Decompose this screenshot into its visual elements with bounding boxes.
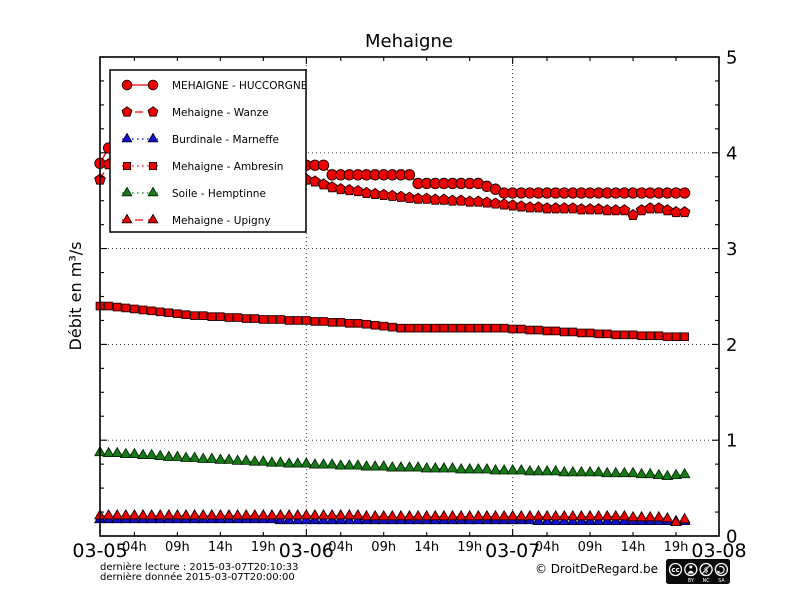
y-tick-label: 2 <box>726 335 737 356</box>
x-hour-label: 04h <box>535 540 560 555</box>
x-hour-label: 09h <box>578 540 603 555</box>
y-tick-label: 3 <box>726 239 737 260</box>
x-hour-label: 19h <box>251 540 276 555</box>
cc-sa-label: SA <box>718 578 725 584</box>
x-day-label: 03-08 <box>691 540 746 562</box>
legend-entry-mehaigne-wanze: Mehaigne - Wanze <box>121 106 269 119</box>
x-day-label: 03-07 <box>485 540 540 562</box>
x-hour-label: 19h <box>664 540 689 555</box>
y-axis-labels: 0 1 2 3 4 5 <box>726 48 737 548</box>
legend-entry-mehaigne-huccorgne: MEHAIGNE - HUCCORGNE <box>121 79 307 92</box>
legend-entry-burdinale-marneffe: Burdinale - Marneffe <box>121 132 279 146</box>
series-soile-hemptinne <box>94 445 691 481</box>
x-hour-label: 04h <box>122 540 147 555</box>
series-mehaigne-ambresin <box>95 301 689 342</box>
last-data-text: dernière donnée 2015-03-07T20:00:00 <box>100 571 295 583</box>
y-axis-title: Débit en m³/s <box>66 242 85 351</box>
y-tick-label: 4 <box>726 143 737 164</box>
x-day-label: 03-06 <box>279 540 334 562</box>
axis-ticks <box>99 56 720 537</box>
x-hour-label: 09h <box>165 540 190 555</box>
chart-title: Mehaigne <box>365 31 453 52</box>
legend-label: Mehaigne - Ambresin <box>172 161 283 173</box>
cc-nc-label: NC <box>703 578 711 584</box>
cc-license-badge: cc $ BY NC SA <box>666 559 730 584</box>
y-tick-label: 5 <box>726 48 737 69</box>
legend: MEHAIGNE - HUCCORGNE Mehaigne - Wanze Burd… <box>109 69 307 233</box>
legend-label: MEHAIGNE - HUCCORGNE <box>172 80 307 92</box>
legend-label: Mehaigne - Wanze <box>172 107 269 119</box>
x-day-label: 03-05 <box>72 540 127 562</box>
legend-label: Burdinale - Marneffe <box>172 134 279 146</box>
x-hour-label: 09h <box>371 540 396 555</box>
cc-sa-arrow-icon <box>714 562 729 577</box>
legend-entry-mehaigne-ambresin: Mehaigne - Ambresin <box>122 161 283 173</box>
cc-by-person-icon <box>684 562 698 577</box>
x-axis-labels: 03-05 03-06 03-07 03-08 04h 09h 14h 19h 04h 09h 14… <box>72 540 746 562</box>
cc-nc-dollar-icon: $ <box>699 562 713 577</box>
copyright-text: © DroitDeRegard.be <box>535 562 658 576</box>
x-hour-label: 14h <box>621 540 646 555</box>
x-hour-label: 19h <box>457 540 482 555</box>
series-mehaigne-upigny <box>94 508 691 527</box>
legend-entry-soile-hemptinne: Soile - Hemptinne <box>121 186 266 200</box>
cc-by-label: BY <box>688 578 694 584</box>
legend-entry-mehaigne-upigny: Mehaigne - Upigny <box>121 213 271 227</box>
legend-label: Soile - Hemptinne <box>172 188 266 200</box>
y-tick-label: 0 <box>726 527 737 548</box>
legend-label: Mehaigne - Upigny <box>172 215 271 227</box>
x-hour-label: 04h <box>328 540 353 555</box>
x-hour-label: 14h <box>208 540 233 555</box>
cc-logo-text: cc <box>671 566 679 574</box>
x-hour-label: 14h <box>414 540 439 555</box>
y-tick-label: 1 <box>726 431 737 452</box>
cc-badge-background <box>666 559 730 584</box>
legend-box <box>109 69 307 233</box>
last-read-text: dernière lecture : 2015-03-07T20:10:33 <box>100 561 299 573</box>
cc-circle-icon <box>668 562 683 577</box>
